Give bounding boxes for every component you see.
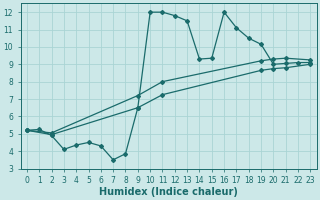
X-axis label: Humidex (Indice chaleur): Humidex (Indice chaleur) (99, 187, 238, 197)
